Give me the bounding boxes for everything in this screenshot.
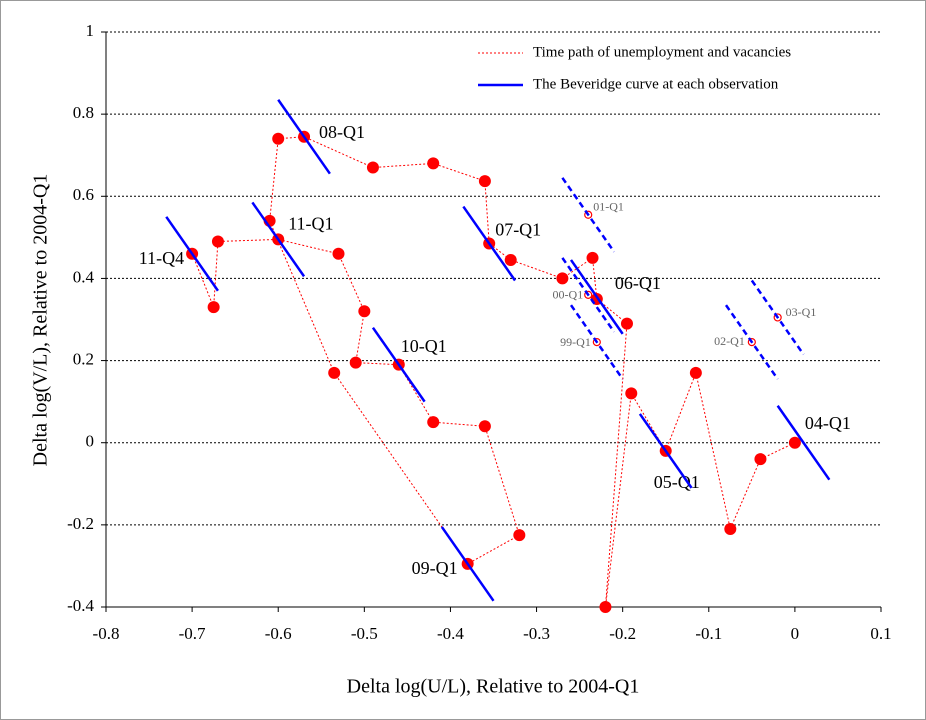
beveridge-segment-dashed [724, 304, 779, 380]
beveridge-segment [569, 259, 624, 335]
y-tick-label: 1 [86, 21, 95, 40]
point [349, 356, 362, 369]
x-tick-label: -0.2 [609, 624, 636, 643]
point [427, 157, 440, 170]
x-tick-label: -0.8 [93, 624, 120, 643]
point-label: 04-Q1 [805, 413, 851, 433]
point [788, 436, 801, 449]
point [556, 272, 569, 285]
point [358, 305, 371, 318]
beveridge-segment [371, 326, 426, 403]
y-tick-label: 0.4 [73, 267, 95, 286]
point [211, 235, 224, 248]
beveridge-segment [277, 99, 331, 175]
point-label: 09-Q1 [412, 558, 458, 578]
y-axis-title: Delta log(V/L), Relative to 2004-Q1 [30, 174, 52, 467]
x-tick-label: -0.7 [179, 624, 206, 643]
point [427, 416, 440, 429]
x-tick-label: -0.6 [265, 624, 292, 643]
x-tick-label: -0.4 [437, 624, 464, 643]
point [689, 366, 702, 379]
beveridge-segment [638, 413, 693, 489]
beveridge-segment [440, 526, 495, 602]
x-tick-label: -0.1 [695, 624, 722, 643]
point [207, 301, 220, 314]
x-tick-label: -0.5 [351, 624, 378, 643]
beveridge-segment-dashed [569, 304, 624, 380]
legend-label: The Beveridge curve at each observation [533, 76, 779, 92]
point-label: 11-Q4 [139, 248, 184, 268]
beveridge-segment-dashed [750, 279, 805, 356]
point [478, 420, 491, 433]
point-label: 10-Q1 [401, 336, 447, 356]
legend-label: Time path of unemployment and vacancies [533, 44, 791, 60]
time-path [191, 136, 796, 608]
beveridge-segment [251, 201, 306, 278]
beveridge-segment [462, 205, 517, 282]
point [620, 317, 633, 330]
x-tick-label: 0 [791, 624, 800, 643]
point [328, 366, 341, 379]
point-label: 07-Q1 [495, 220, 541, 240]
beveridge-segment [776, 405, 831, 481]
point-label: 02-Q1 [714, 334, 745, 348]
legend-box [472, 37, 873, 103]
point-label: 03-Q1 [786, 305, 817, 319]
point [332, 247, 345, 260]
point [724, 522, 737, 535]
point-label: 11-Q1 [288, 214, 333, 234]
beveridge-segment-dashed [561, 257, 616, 333]
beveridge-segment-dashed [561, 177, 616, 253]
point [625, 387, 638, 400]
y-tick-label: 0.8 [73, 103, 94, 122]
point [478, 175, 491, 188]
point [599, 601, 612, 613]
y-tick-label: 0.6 [73, 185, 94, 204]
x-tick-label: -0.3 [523, 624, 550, 643]
point-label: 05-Q1 [654, 472, 700, 492]
y-tick-label: -0.4 [67, 596, 94, 615]
beveridge-segment [165, 216, 219, 292]
point-label: 06-Q1 [615, 273, 661, 293]
point-label: 99-Q1 [560, 335, 591, 349]
x-axis-title: Delta log(U/L), Relative to 2004-Q1 [347, 676, 640, 698]
point-label: 00-Q1 [553, 288, 584, 302]
point [586, 251, 599, 264]
point [754, 453, 767, 466]
point-label: 01-Q1 [593, 200, 624, 214]
y-tick-label: -0.2 [67, 514, 94, 533]
y-tick-label: 0 [86, 432, 95, 451]
point [366, 161, 379, 174]
point [504, 253, 517, 266]
y-tick-label: 0.2 [73, 349, 94, 368]
point [513, 529, 526, 542]
point-label: 08-Q1 [319, 122, 365, 142]
point [272, 132, 285, 145]
x-tick-label: 0.1 [870, 624, 891, 643]
